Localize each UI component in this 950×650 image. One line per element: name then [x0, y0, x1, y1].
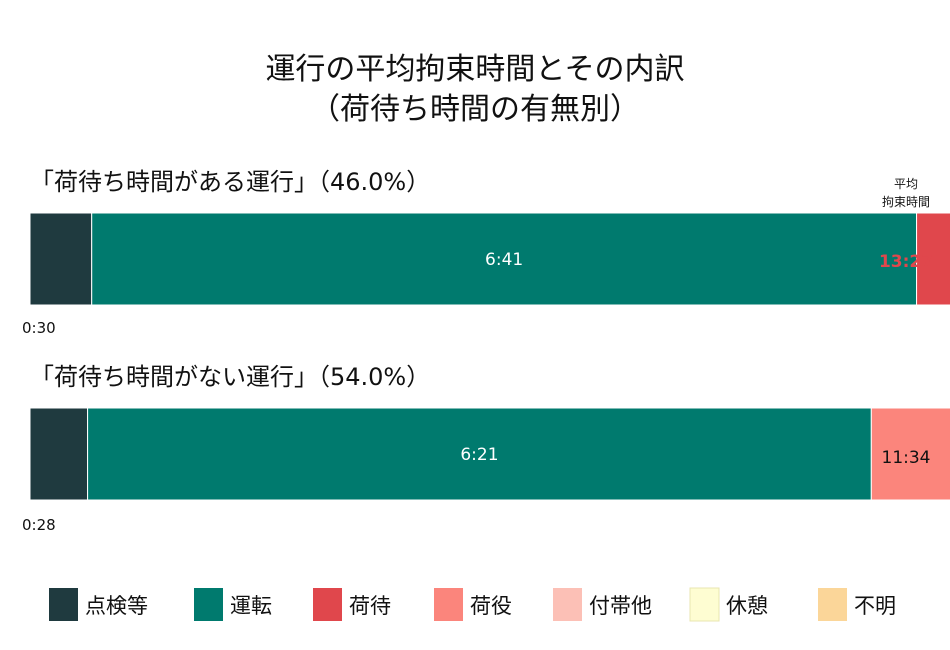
legend-label: 荷待 — [349, 594, 391, 618]
segment-label: 6:21 — [460, 445, 498, 465]
legend-swatch — [818, 588, 847, 621]
total-header-line-2: 拘束時間 — [882, 195, 930, 209]
legend-item: 荷役 — [434, 588, 512, 621]
legend-swatch — [689, 587, 720, 622]
legend-label: 荷役 — [470, 594, 512, 618]
bar-groups: 「荷待ち時間がある運行」（46.0%）0:306:411:452:440:111… — [22, 168, 950, 534]
group-total: 13:27 — [879, 252, 933, 272]
legend-label: 付帯他 — [589, 594, 652, 618]
group-label: 「荷待ち時間がある運行」（46.0%） — [30, 168, 430, 196]
legend-label: 休憩 — [726, 594, 768, 618]
legend-item: 付帯他 — [553, 588, 652, 621]
legend-item: 点検等 — [49, 588, 148, 621]
legend-swatch — [313, 588, 342, 621]
segment-label: 0:28 — [22, 516, 56, 534]
chart-title-line-1: 運行の平均拘束時間とその内訳 — [265, 52, 684, 87]
segment-label: 6:41 — [485, 250, 523, 270]
bar-segment — [870, 407, 950, 501]
legend-label: 点検等 — [85, 594, 148, 618]
legend-swatch — [49, 588, 78, 621]
bar-segment — [29, 407, 89, 501]
bar-segment — [29, 212, 93, 306]
legend-item: 荷待 — [313, 588, 391, 621]
legend-swatch — [434, 588, 463, 621]
total-header-line-1: 平均 — [894, 177, 918, 191]
bar-group: 「荷待ち時間がある運行」（46.0%）0:306:411:452:440:111… — [22, 168, 950, 337]
chart-title-line-2: （荷待ち時間の有無別） — [310, 92, 640, 127]
legend-item: 休憩 — [689, 587, 768, 622]
legend-swatch — [553, 588, 582, 621]
segment-label: 0:30 — [22, 319, 56, 337]
legend-label: 不明 — [854, 594, 896, 618]
legend-swatch — [194, 588, 223, 621]
legend: 点検等 運転 荷待 荷役 付帯他 休憩 不明 — [49, 587, 896, 622]
group-label: 「荷待ち時間がない運行」（54.0%） — [30, 363, 430, 391]
bar-segment — [91, 212, 918, 306]
bar-segment — [916, 212, 950, 306]
bar-group: 「荷待ち時間がない運行」（54.0%）0:286:212:490:141:280… — [22, 363, 950, 534]
legend-item: 運転 — [194, 588, 272, 621]
legend-label: 運転 — [230, 594, 272, 618]
legend-item: 不明 — [818, 588, 896, 621]
group-total: 11:34 — [882, 448, 931, 468]
